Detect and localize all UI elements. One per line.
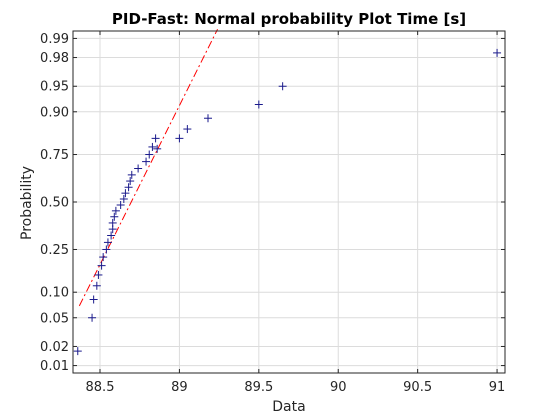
- x-tick-label: 89: [171, 380, 188, 395]
- data-point: [121, 189, 130, 198]
- data-point: [89, 295, 98, 304]
- y-tick-label: 0.98: [40, 51, 69, 66]
- y-tick-label: 0.25: [40, 243, 69, 258]
- y-tick-label: 0.02: [40, 340, 69, 355]
- y-axis-label: Probability: [19, 166, 35, 240]
- chart-title: PID-Fast: Normal probability Plot Time […: [112, 10, 466, 28]
- data-point: [111, 206, 120, 215]
- x-tick-label: 91: [489, 380, 506, 395]
- x-tick-label: 88.5: [86, 380, 115, 395]
- data-point: [110, 212, 119, 221]
- data-point: [278, 82, 287, 91]
- data-point: [493, 48, 502, 57]
- x-tick-label: 90: [330, 380, 347, 395]
- y-tick-label: 0.75: [40, 148, 69, 163]
- x-tick-labels: 88.5 89 89.5 90 90.5 91: [86, 380, 506, 395]
- y-tick-label: 0.99: [40, 32, 69, 47]
- y-tick-label: 0.95: [40, 80, 69, 95]
- data-point: [99, 253, 108, 262]
- y-tick-label: 0.90: [40, 105, 69, 120]
- data-point: [142, 157, 151, 166]
- x-axis-label: Data: [272, 399, 305, 415]
- data-point: [126, 177, 135, 186]
- y-tick-labels: 0.01 0.02 0.05 0.10 0.25 0.50 0.75 0.90 0.95 0.98…: [40, 32, 69, 374]
- grid-lines: [73, 31, 505, 373]
- data-point: [94, 270, 103, 279]
- reference-line: [78, 29, 218, 307]
- y-tick-label: 0.50: [40, 196, 69, 211]
- data-point: [116, 201, 125, 209]
- data-point: [103, 238, 112, 247]
- axis-ticks: [73, 31, 505, 373]
- data-point: [97, 261, 106, 270]
- data-point: [108, 218, 117, 227]
- y-tick-label: 0.05: [40, 311, 69, 326]
- data-point: [151, 134, 160, 143]
- data-points-layer: [73, 48, 502, 356]
- data-point: [148, 142, 157, 151]
- y-tick-label: 0.10: [40, 286, 69, 301]
- data-point: [88, 313, 97, 322]
- x-tick-label: 90.5: [403, 380, 432, 395]
- data-point: [145, 150, 154, 159]
- data-point: [119, 195, 128, 203]
- data-point: [127, 170, 136, 179]
- x-tick-label: 89.5: [244, 380, 273, 395]
- data-point: [73, 347, 82, 356]
- data-point: [153, 144, 162, 153]
- data-point: [92, 281, 101, 290]
- data-point: [175, 134, 184, 143]
- data-point: [102, 245, 111, 254]
- data-point: [204, 114, 212, 123]
- y-tick-label: 0.01: [40, 359, 69, 374]
- reference-line-layer: [78, 29, 218, 307]
- data-point: [183, 125, 192, 134]
- data-point: [124, 183, 133, 192]
- data-point: [134, 164, 143, 173]
- data-point: [254, 100, 263, 109]
- data-point: [107, 231, 116, 240]
